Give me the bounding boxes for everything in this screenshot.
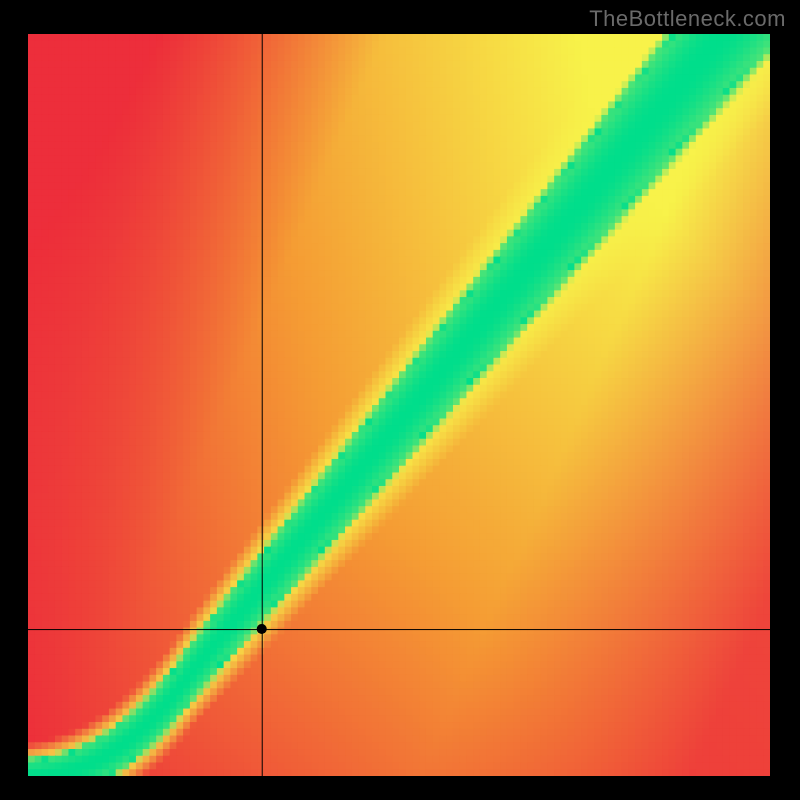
- chart-frame: TheBottleneck.com { "watermark": "TheBot…: [0, 0, 800, 800]
- heatmap-canvas: [28, 34, 770, 776]
- watermark-text: TheBottleneck.com: [589, 6, 786, 32]
